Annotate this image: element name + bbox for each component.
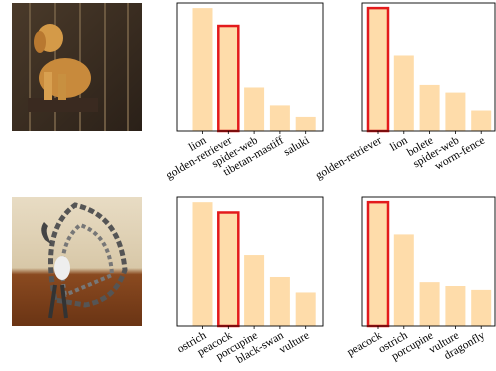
bar	[296, 292, 316, 326]
bar	[270, 277, 290, 326]
x-tick-label: vulture	[277, 329, 311, 356]
bar	[394, 55, 414, 131]
x-tick-label: golden-retriever	[314, 134, 384, 182]
bar	[218, 212, 238, 326]
bar	[471, 290, 491, 326]
bar	[471, 111, 491, 131]
peacock-photo	[12, 197, 142, 326]
x-tick-label: saluki	[282, 134, 312, 158]
bar	[420, 85, 440, 131]
bar	[445, 93, 465, 131]
bar	[270, 105, 290, 131]
bar	[296, 117, 316, 131]
bar	[394, 234, 414, 326]
bar	[244, 87, 264, 131]
bar	[445, 286, 465, 326]
bar	[368, 8, 388, 131]
bar	[244, 255, 264, 326]
bar	[218, 26, 238, 131]
figure: liongolden-retrieverspider-webtibetan-ma…	[0, 0, 496, 371]
bar	[193, 202, 213, 326]
dog-photo	[12, 3, 142, 131]
bar	[420, 282, 440, 326]
bar	[193, 8, 213, 131]
bar	[368, 202, 388, 326]
